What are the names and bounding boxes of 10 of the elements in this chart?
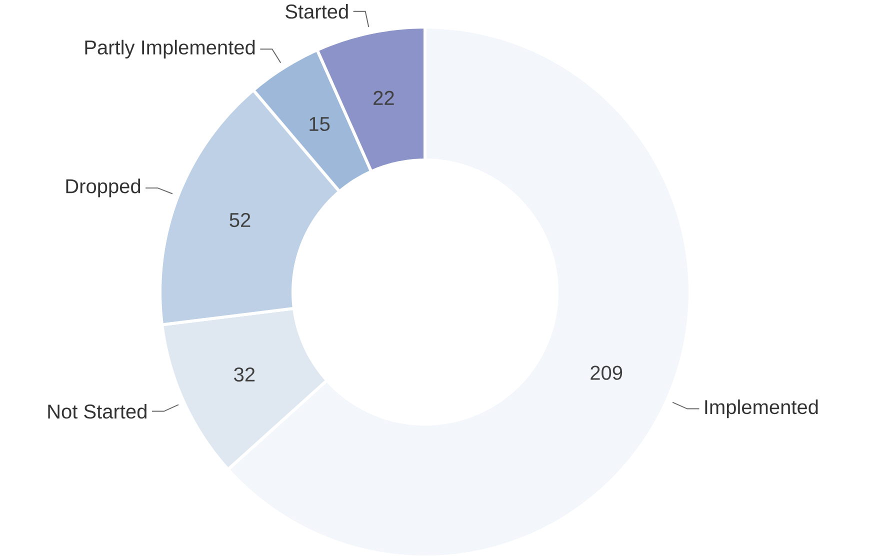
slice-label: Started (286, 4, 348, 19)
slice-label: Implemented (705, 400, 818, 418)
data-label: 15 (310, 117, 330, 132)
data-label: 32 (234, 368, 255, 382)
slice-label: Partly Implemented (85, 40, 255, 59)
slice-label: Not Started (48, 404, 146, 419)
data-label: 52 (230, 213, 250, 228)
data-label: 22 (374, 91, 394, 106)
slice-label: Dropped (66, 178, 140, 198)
data-label: 209 (590, 366, 622, 380)
